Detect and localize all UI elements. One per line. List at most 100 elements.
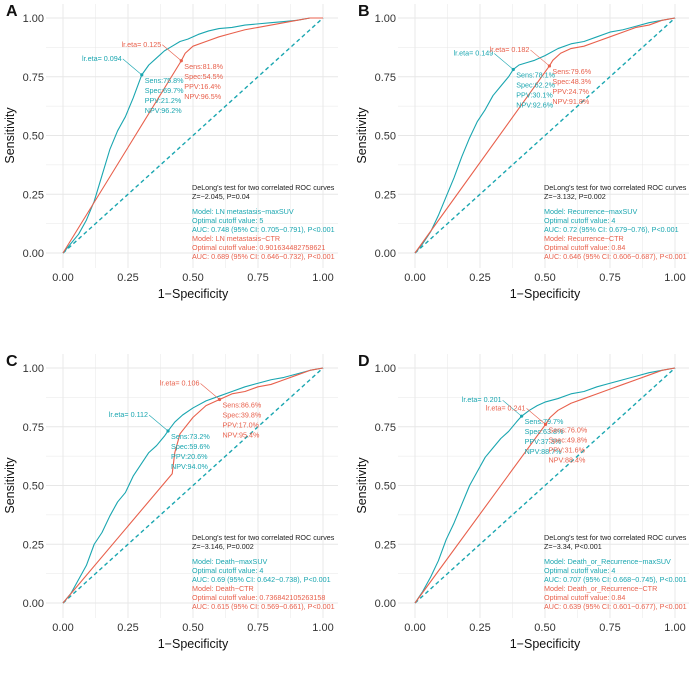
y-tick-label: 0.50 (23, 131, 44, 143)
y-tick-label: 1.00 (375, 363, 396, 375)
cutpoint-stat: Sens:76.0% (549, 425, 588, 434)
model1-info: Model: Death−maxSUV (192, 557, 268, 566)
model2-info: Model: LN metastasis−CTR (192, 234, 280, 243)
model1-info: AUC: 0.72 (95% CI: 0.679−0.76), P<0.001 (544, 225, 679, 234)
reference-diagonal (62, 17, 324, 254)
roc-curve-maxsuv (62, 17, 323, 254)
cutpoint-stat: NPV:91.8% (552, 97, 589, 106)
cutpoint-stat: Sens:86.6% (223, 400, 262, 409)
cutpoint-label: lr.eta= 0.241 (486, 403, 526, 412)
y-tick-label: 1.00 (23, 363, 44, 375)
model2-info: Model: Recurrence−CTR (544, 234, 624, 243)
cutpoint-stat: NPV:96.5% (184, 92, 221, 101)
model2-info: Model: Death_or_Recurrence−CTR (544, 584, 657, 593)
x-axis-title: 1−Specificity (158, 637, 229, 651)
x-tick-label: 0.50 (182, 622, 203, 634)
cutpoint-stat: Sens:75.8% (145, 76, 184, 85)
model2-info: Optimal cutoff value: 0.84 (544, 593, 625, 602)
cutpoint-stat: NPV:88.4% (549, 455, 586, 464)
delong-title: DeLong's test for two correlated ROC cur… (544, 183, 687, 192)
x-axis-title: 1−Specificity (510, 287, 581, 301)
y-tick-label: 0.25 (23, 189, 44, 201)
y-tick-label: 0.50 (375, 481, 396, 493)
cutpoint-stat: NPV:88.7% (525, 447, 562, 456)
roc-curve-ctr (414, 17, 676, 254)
model2-info: Optimal cutoff value: 0.901634482758621 (192, 243, 325, 252)
panel-letter: D (358, 353, 370, 370)
reference-diagonal (62, 367, 324, 604)
x-tick-label: 0.50 (534, 272, 555, 284)
roc-panel-b: 0.00 0.25 0.50 0.75 1.00 0.00 0.25 0.50 0.75 1.00… (355, 2, 689, 301)
cutpoint-stat: PPV:30.1% (516, 90, 553, 99)
cutpoint-stat: Spec:59.6% (171, 442, 210, 451)
x-tick-label: 0.00 (52, 622, 73, 634)
model2-info: AUC: 0.615 (95% CI: 0.569−0.661), P<0.00… (192, 602, 335, 611)
cutpoint-stat: Spec:39.8% (223, 410, 262, 419)
model1-info: Model: Death_or_Recurrence−maxSUV (544, 557, 671, 566)
cutpoint-stat: NPV:96.2% (145, 106, 182, 115)
y-tick-label: 0.75 (375, 72, 396, 84)
x-axis-title: 1−Specificity (510, 637, 581, 651)
cutpoint-leader (162, 44, 182, 61)
cutpoint-stat: Spec:62.2% (516, 80, 555, 89)
x-tick-label: 0.75 (247, 622, 268, 634)
cutpoint-leader (526, 408, 546, 425)
delong-stat: Z=−3.34, P<0.001 (544, 542, 602, 551)
y-axis-title: Sensitivity (355, 107, 369, 164)
x-tick-label: 0.75 (247, 272, 268, 284)
roc-panel-c: 0.00 0.25 0.50 0.75 1.00 0.00 0.25 0.50 0.75 1.00… (3, 352, 340, 651)
model1-info: AUC: 0.69 (95% CI: 0.642−0.738), P<0.001 (192, 575, 331, 584)
y-axis-title: Sensitivity (3, 457, 17, 514)
cutpoint-stat: Spec:63.8% (525, 427, 564, 436)
model1-info: Optimal cutoff value: 4 (192, 566, 263, 575)
roc-panel-d: 0.00 0.25 0.50 0.75 1.00 0.00 0.25 0.50 0.75 1.00… (355, 352, 689, 651)
cutpoint-stat: NPV:92.6% (516, 100, 553, 109)
x-tick-label: 0.25 (117, 272, 138, 284)
delong-title: DeLong's test for two correlated ROC cur… (192, 183, 335, 192)
cutpoint-stat: Sens:81.8% (184, 62, 223, 71)
cutpoint-label: lr.eta= 0.094 (82, 54, 122, 63)
y-tick-label: 0.00 (375, 248, 396, 260)
cutpoint-stat: NPV:95.4% (223, 430, 260, 439)
x-tick-label: 1.00 (312, 272, 333, 284)
plot-panel (396, 2, 689, 270)
model2-info: AUC: 0.639 (95% CI: 0.601−0.677), P<0.00… (544, 602, 687, 611)
model1-info: AUC: 0.707 (95% CI: 0.668−0.745), P<0.00… (544, 575, 687, 584)
cutpoint-leader (530, 49, 550, 67)
y-tick-label: 0.00 (375, 598, 396, 610)
cutpoint-stat: Spec:49.8% (549, 435, 588, 444)
y-tick-label: 0.25 (23, 539, 44, 551)
y-tick-label: 0.25 (375, 189, 396, 201)
model1-info: Model: Recurrence−maxSUV (544, 207, 637, 216)
reference-diagonal (414, 367, 676, 604)
x-tick-label: 0.00 (52, 272, 73, 284)
cutpoint-label: lr.eta= 0.149 (454, 48, 494, 57)
y-tick-label: 0.00 (23, 248, 44, 260)
cutpoint-leader (502, 399, 522, 417)
x-tick-label: 0.75 (599, 272, 620, 284)
delong-title: DeLong's test for two correlated ROC cur… (544, 533, 687, 542)
cutpoint-leader (148, 414, 169, 432)
model1-info: AUC: 0.748 (95% CI: 0.705−0.791), P<0.00… (192, 225, 335, 234)
model2-info: Optimal cutoff value: 0.84 (544, 243, 625, 252)
cutpoint-stat: Spec:54.5% (184, 72, 223, 81)
plot-panel (396, 352, 689, 620)
roc-curve-ctr (62, 367, 324, 604)
model2-info: AUC: 0.689 (95% CI: 0.646−0.732), P<0.00… (192, 252, 335, 261)
y-tick-label: 0.50 (375, 131, 396, 143)
x-tick-label: 0.00 (404, 272, 425, 284)
cutpoint-label: lr.eta= 0.106 (160, 378, 200, 387)
cutpoint-stat: Sens:79.6% (552, 67, 591, 76)
delong-stat: Z=−2.045, P=0.04 (192, 192, 250, 201)
y-axis-title: Sensitivity (3, 107, 17, 164)
roc-curve-maxsuv (414, 17, 676, 254)
roc-panel-a: 0.00 0.25 0.50 0.75 1.00 0.00 0.25 0.50 0.75 1.00… (3, 2, 340, 301)
cutpoint-leader (494, 53, 514, 70)
model2-info: AUC: 0.646 (95% CI: 0.606−0.687), P<0.00… (544, 252, 687, 261)
model2-info: Optimal cutoff value: 0.736842105263158 (192, 593, 325, 602)
panel-letter: C (6, 353, 18, 370)
cutpoint-stat: Sens:73.2% (171, 432, 210, 441)
cutpoint-stat: PPV:31.6% (549, 445, 586, 454)
cutpoint-label: lr.eta= 0.125 (122, 40, 162, 49)
x-tick-label: 0.75 (599, 622, 620, 634)
